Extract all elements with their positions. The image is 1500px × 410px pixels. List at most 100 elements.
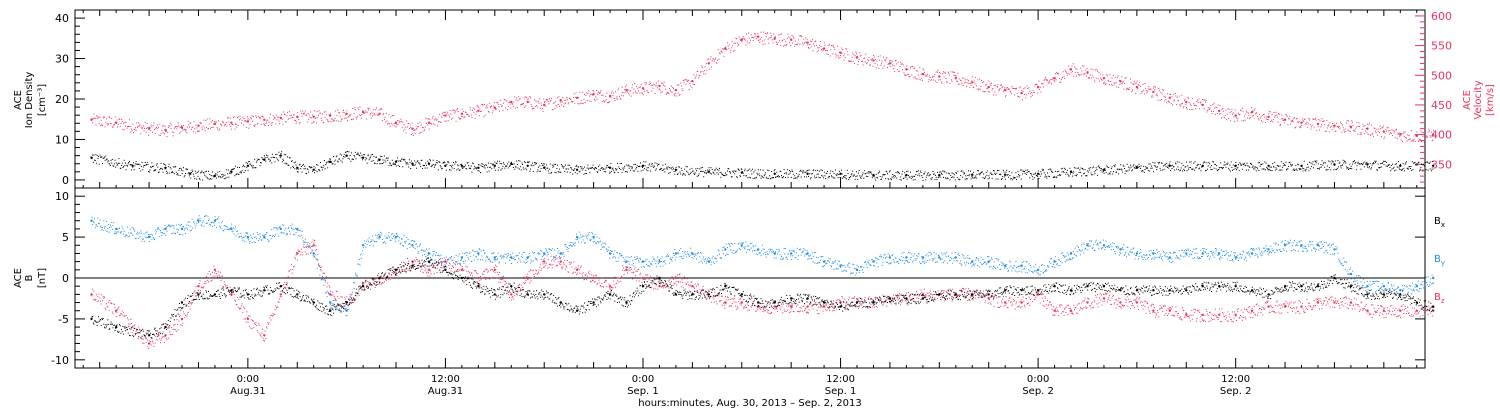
by-dot xyxy=(427,255,429,257)
velocity-dot xyxy=(392,124,394,126)
velocity-dot xyxy=(442,112,444,114)
density-dot xyxy=(766,177,768,179)
density-dot xyxy=(1147,169,1149,171)
velocity-dot xyxy=(887,67,888,68)
density-dot xyxy=(927,172,929,174)
velocity-dot xyxy=(114,122,116,124)
density-dot xyxy=(466,162,468,164)
density-dot xyxy=(823,177,825,179)
velocity-dot xyxy=(511,102,513,104)
by-dot xyxy=(439,258,441,259)
density-dot xyxy=(558,171,560,173)
velocity-dot xyxy=(1248,114,1250,116)
velocity-dot xyxy=(1178,95,1180,97)
by-dot xyxy=(334,300,336,302)
density-dot xyxy=(262,158,264,160)
velocity-dot xyxy=(497,101,499,103)
density-dot xyxy=(1376,169,1378,171)
density-dot xyxy=(1007,174,1009,175)
velocity-dot xyxy=(195,124,197,126)
velocity-dot xyxy=(679,94,681,96)
density-dot xyxy=(297,171,299,173)
density-dot xyxy=(904,175,906,177)
velocity-dot xyxy=(534,105,536,107)
velocity-dot xyxy=(1223,116,1225,118)
by-dot xyxy=(106,230,108,232)
velocity-dot xyxy=(1344,128,1346,130)
velocity-dot xyxy=(299,122,301,123)
density-dot xyxy=(1074,174,1076,176)
density-dot xyxy=(414,164,416,166)
velocity-dot xyxy=(932,75,934,77)
velocity-dot xyxy=(1301,124,1303,126)
velocity-dot xyxy=(883,56,884,58)
density-dot xyxy=(925,176,927,178)
velocity-dot xyxy=(385,112,387,114)
density-point xyxy=(493,164,496,167)
velocity-dot xyxy=(827,50,828,52)
density-dot xyxy=(1091,167,1093,169)
density-point xyxy=(1234,164,1237,167)
velocity-dot xyxy=(1139,81,1141,83)
density-dot xyxy=(841,173,843,175)
density-dot xyxy=(175,166,177,168)
density-dot xyxy=(958,179,960,181)
velocity-dot xyxy=(1020,92,1022,93)
density-dot xyxy=(937,171,938,173)
velocity-dot xyxy=(622,92,624,93)
velocity-dot xyxy=(1170,93,1172,95)
density-dot xyxy=(311,167,313,169)
by-dot xyxy=(355,274,357,276)
velocity-dot xyxy=(1236,120,1238,122)
density-dot xyxy=(1282,166,1284,168)
velocity-dot xyxy=(694,84,695,85)
velocity-dot xyxy=(479,108,481,110)
density-dot xyxy=(470,168,472,170)
density-dot xyxy=(690,172,692,174)
velocity-dot xyxy=(693,74,695,76)
density-dot xyxy=(168,163,170,165)
density-dot xyxy=(400,161,402,162)
density-dot xyxy=(752,168,753,170)
velocity-dot xyxy=(226,125,228,127)
density-dot xyxy=(1149,163,1151,165)
velocity-dot xyxy=(876,60,878,62)
by-dot xyxy=(170,225,172,227)
velocity-point xyxy=(1366,127,1369,130)
density-dot xyxy=(1427,169,1429,171)
velocity-dot xyxy=(998,90,1000,92)
by-dot xyxy=(237,233,239,235)
velocity-dot xyxy=(1045,79,1047,80)
by-dot xyxy=(194,223,196,225)
velocity-dot xyxy=(937,71,938,73)
velocity-dot xyxy=(490,106,492,107)
density-dot xyxy=(637,170,639,172)
density-dot xyxy=(1059,175,1061,176)
velocity-dot xyxy=(383,118,385,120)
velocity-dot xyxy=(560,101,562,103)
velocity-dot xyxy=(302,113,304,114)
density-dot xyxy=(179,167,180,169)
velocity-dot xyxy=(1332,123,1334,124)
by-dot xyxy=(368,241,369,243)
velocity-dot xyxy=(1408,134,1410,136)
velocity-dot xyxy=(968,82,970,84)
velocity-dot xyxy=(709,68,711,70)
density-dot xyxy=(895,172,897,173)
velocity-dot xyxy=(451,118,452,120)
by-dot xyxy=(378,238,380,240)
density-dot xyxy=(599,169,601,171)
density-dot xyxy=(1174,162,1176,164)
velocity-dot xyxy=(549,100,551,102)
by-dot xyxy=(419,244,421,246)
by-dot xyxy=(179,224,181,226)
density-dot xyxy=(613,169,614,171)
velocity-dot xyxy=(973,87,975,89)
velocity-dot xyxy=(1093,79,1095,81)
velocity-dot xyxy=(1318,119,1320,121)
density-dot xyxy=(1253,168,1255,170)
velocity-dot xyxy=(1167,100,1169,102)
by-dot xyxy=(340,305,342,307)
velocity-dot xyxy=(746,40,748,42)
velocity-dot xyxy=(1139,85,1141,87)
